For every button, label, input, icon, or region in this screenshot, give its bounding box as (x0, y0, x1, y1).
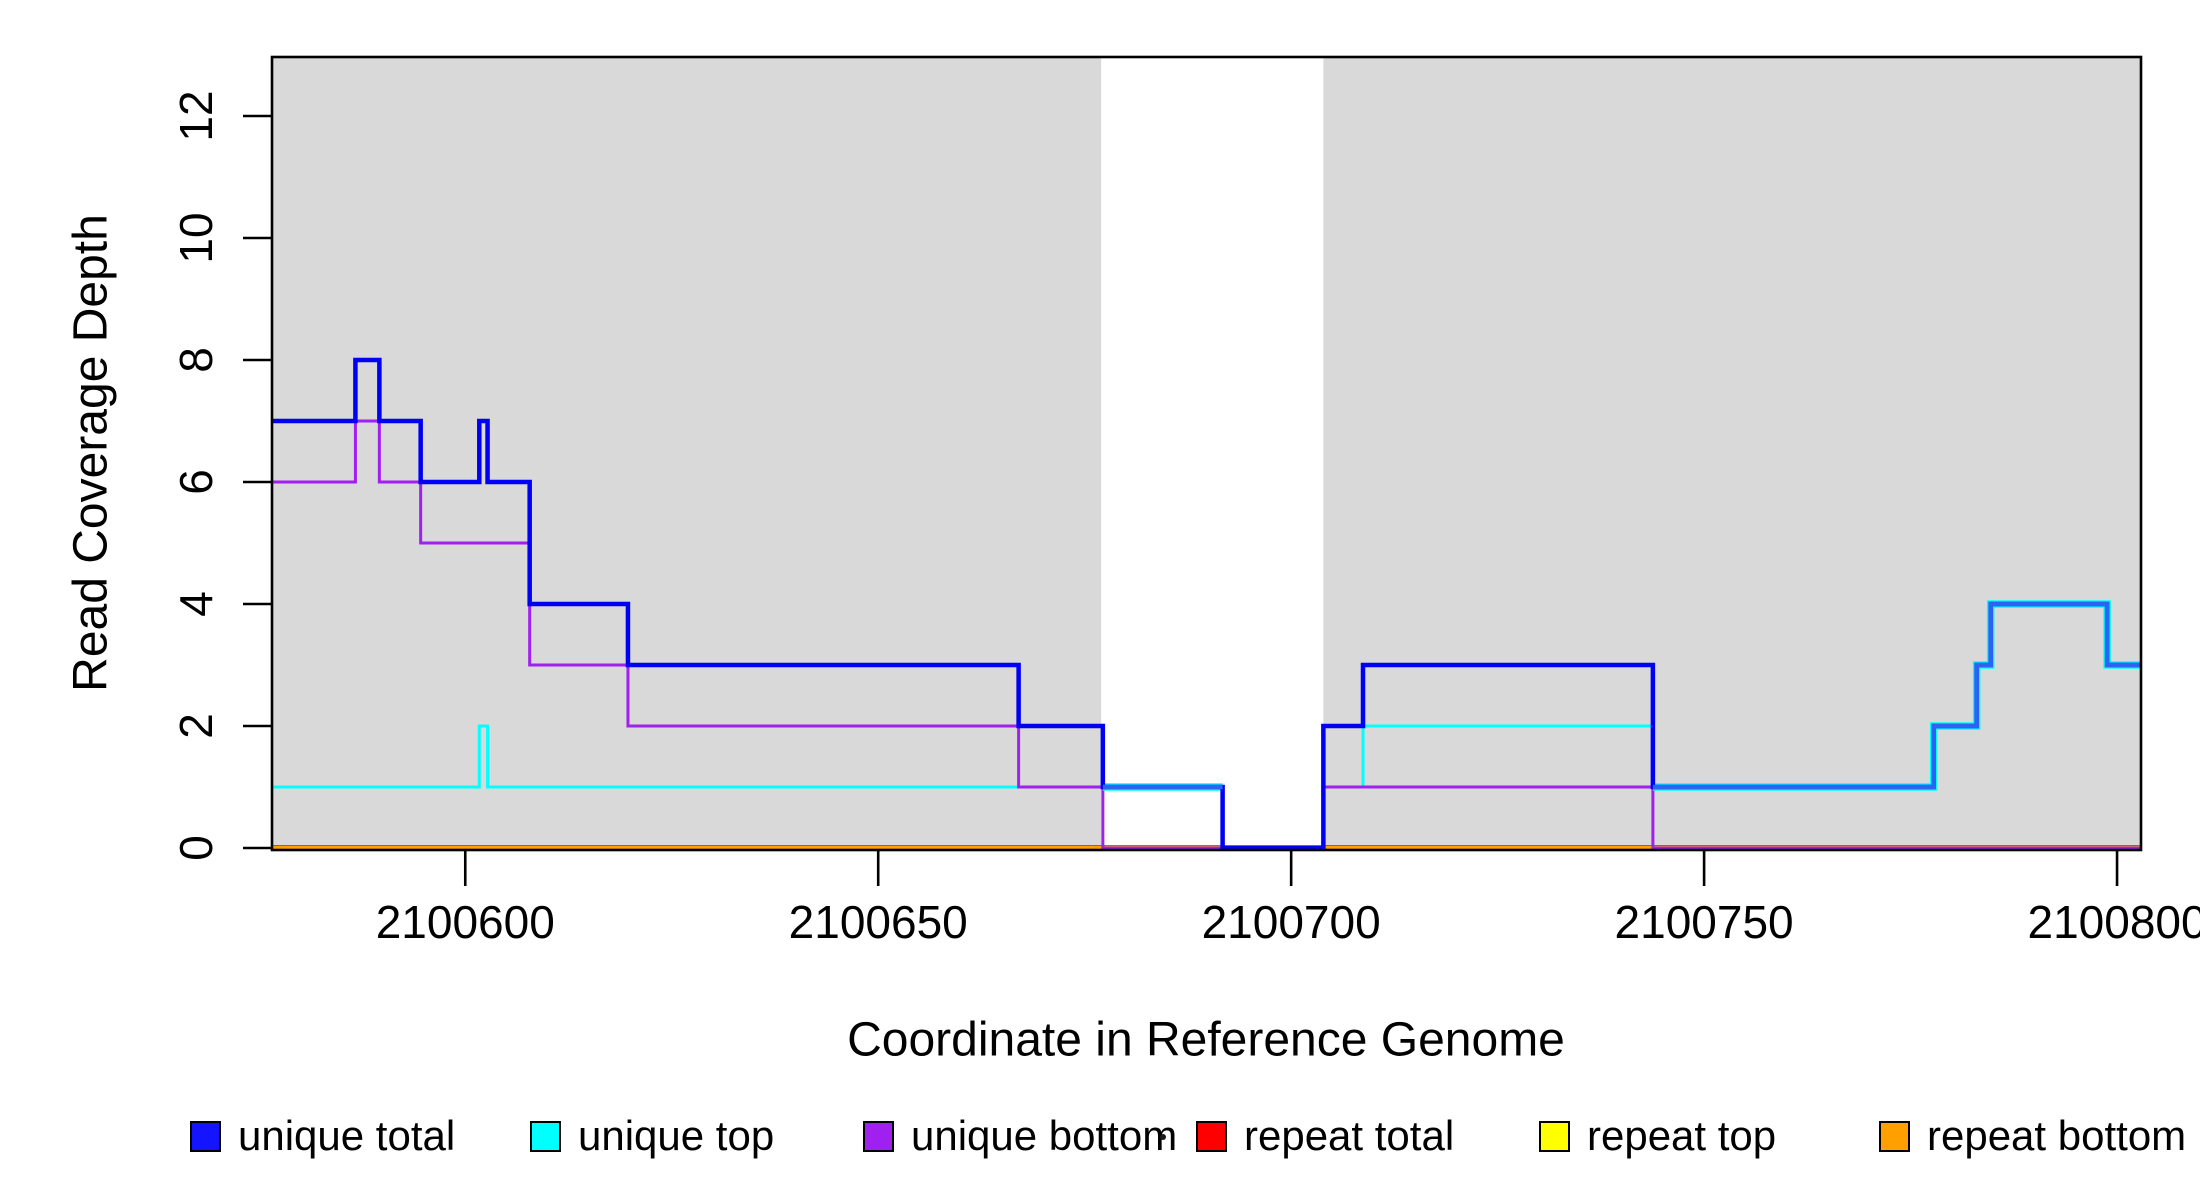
legend-label: repeat total (1244, 1112, 1455, 1159)
legend-label: repeat bottom (1927, 1112, 2187, 1159)
legend-label: unique bottom (911, 1112, 1178, 1159)
y-tick-label: 2 (170, 713, 222, 739)
legend-label: repeat top (1587, 1112, 1777, 1159)
coverage-series (272, 357, 2141, 851)
shaded-region (272, 57, 1102, 850)
legend-item-unique-top: unique top (530, 1112, 774, 1160)
legend: unique total unique top unique bottom re… (0, 1112, 2200, 1160)
legend-item-repeat-total: repeat total (1196, 1112, 1454, 1160)
x-axis: 2100600 2100650 2100700 2100750 2100800 (376, 850, 2200, 948)
series-unique-total-overlap (1652, 601, 2141, 790)
x-tick-label: 2100750 (1615, 896, 1794, 948)
repeat-bottom-swatch-icon (1879, 1120, 1910, 1152)
shaded-regions (272, 57, 2141, 850)
legend-item-unique-bottom: unique bottom (863, 1112, 1177, 1160)
plot-border (270, 55, 2143, 852)
repeat-total-swatch-icon (1196, 1120, 1227, 1152)
x-tick-label: 2100650 (789, 896, 968, 948)
legend-item-repeat-bottom: repeat bottom (1879, 1112, 2186, 1160)
legend-item-repeat-top: repeat top (1539, 1112, 1776, 1160)
y-tick-label: 10 (170, 212, 222, 263)
x-tick-label: 2100600 (376, 896, 555, 948)
legend-label: unique total (238, 1112, 456, 1159)
unique-bottom-swatch-icon (863, 1120, 894, 1152)
y-axis-title: Read Coverage Depth (64, 214, 118, 692)
y-tick-label: 12 (170, 90, 222, 141)
unique-top-swatch-icon (530, 1120, 561, 1152)
y-axis: 0 2 4 6 8 10 12 (170, 90, 272, 861)
x-tick-label: 2100700 (1202, 896, 1381, 948)
x-tick-label: 2100800 (2028, 896, 2200, 948)
y-tick-label: 8 (170, 347, 222, 373)
y-tick-label: 0 (170, 835, 222, 861)
y-tick-label: 4 (170, 591, 222, 617)
legend-item-unique-total: unique total (190, 1112, 455, 1160)
x-axis-title: Coordinate in Reference Genome (847, 1013, 1565, 1067)
unique-total-swatch-icon (190, 1120, 221, 1152)
shaded-region (1323, 57, 2141, 850)
y-tick-label: 6 (170, 469, 222, 495)
legend-label: unique top (578, 1112, 775, 1159)
repeat-top-swatch-icon (1539, 1120, 1570, 1152)
stray-point-dot (1160, 1134, 1166, 1140)
